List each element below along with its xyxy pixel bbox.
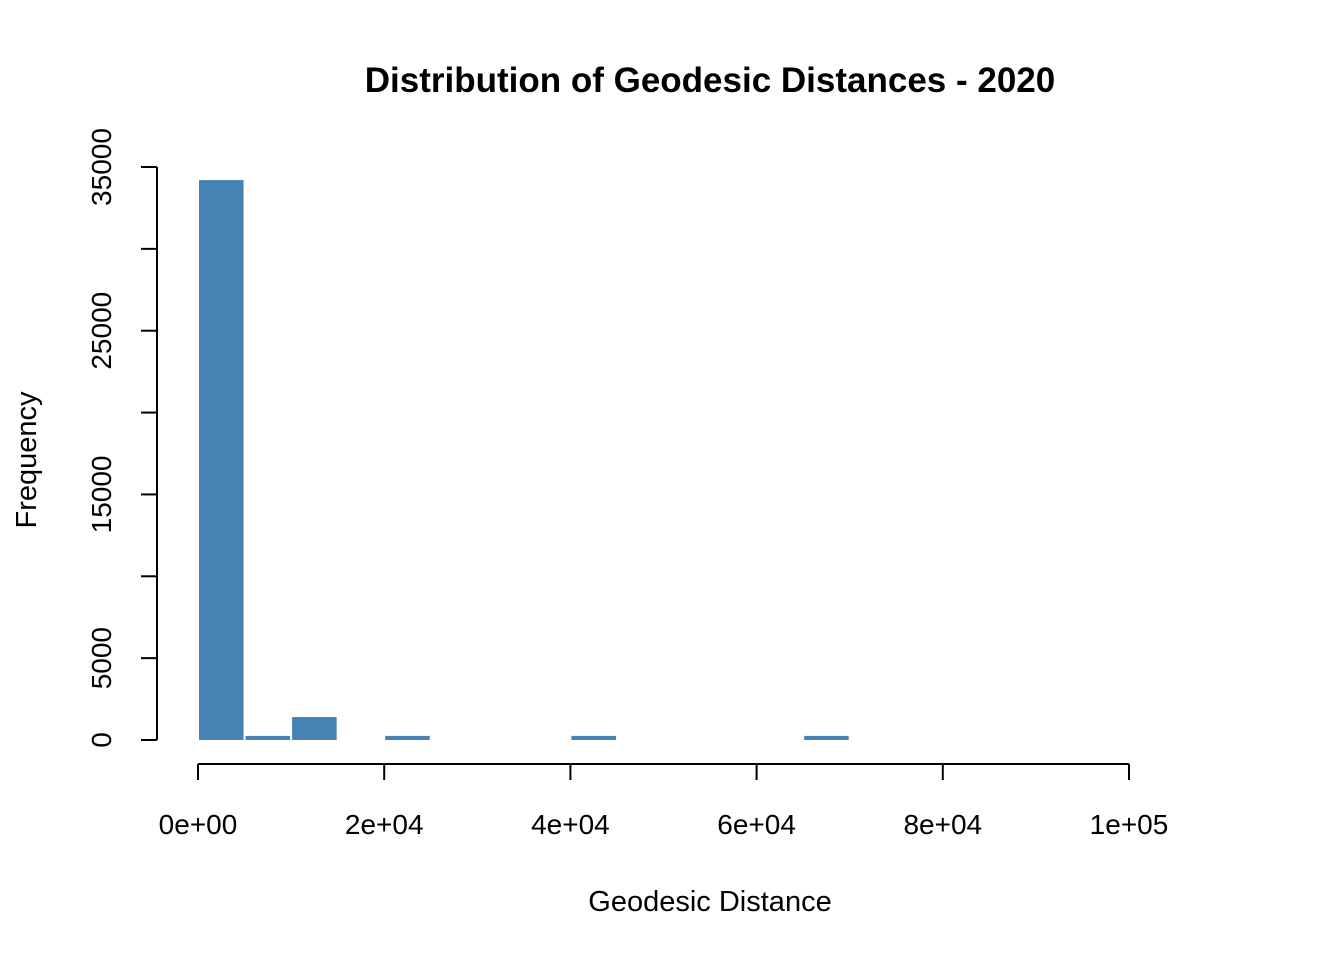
y-tick-label: 0	[86, 732, 117, 748]
histogram-bar	[245, 735, 291, 740]
histogram-bar	[571, 735, 616, 740]
chart-title: Distribution of Geodesic Distances - 202…	[365, 61, 1055, 100]
x-tick-label: 4e+04	[531, 809, 610, 840]
x-tick-label: 6e+04	[717, 809, 796, 840]
x-tick-label: 1e+05	[1090, 809, 1169, 840]
y-tick-label: 15000	[86, 455, 117, 533]
x-tick-label: 0e+00	[159, 809, 238, 840]
x-tick-label: 8e+04	[903, 809, 982, 840]
x-axis: 0e+00 2e+04 4e+04 6e+04 8e+04 1e+05	[159, 763, 1169, 840]
histogram-bar	[804, 735, 849, 740]
y-axis: 0 5000 15000 25000 35000	[86, 128, 158, 748]
x-tick-label: 2e+04	[345, 809, 424, 840]
histogram-bar	[292, 717, 337, 740]
y-tick-label: 5000	[86, 627, 117, 689]
histogram-bar	[385, 735, 430, 740]
x-axis-title: Geodesic Distance	[588, 886, 831, 918]
y-tick-label: 25000	[86, 292, 117, 370]
y-axis-title: Frequency	[11, 391, 43, 529]
histogram-bars	[199, 180, 849, 740]
y-tick-label: 35000	[86, 128, 117, 206]
histogram-bar	[199, 180, 244, 740]
